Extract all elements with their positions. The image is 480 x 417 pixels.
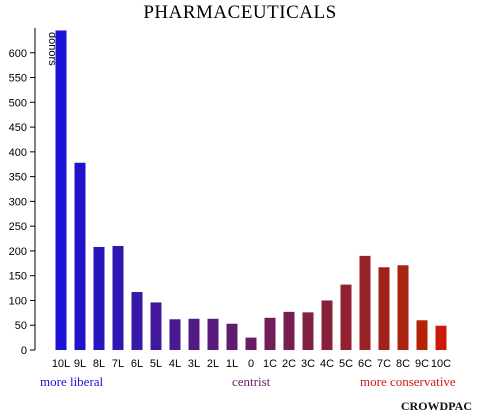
bar-3L [188,318,200,350]
y-tick-label-450: 450 [9,122,27,134]
y-tick-label-50: 50 [15,320,27,332]
x-tick-label-2L: 2L [207,358,219,370]
bar-0 [245,337,257,350]
x-tick-label-9C: 9C [415,358,429,370]
x-tick-label-5C: 5C [339,358,353,370]
x-tick-label-7L: 7L [112,358,124,370]
x-tick-label-9L: 9L [74,358,86,370]
x-tick-label-7C: 7C [377,358,391,370]
x-tick-label-3L: 3L [188,358,200,370]
annotation-more-conservative: more conservative [360,374,456,389]
bar-7C [378,267,390,350]
bar-4C [321,300,333,350]
y-tick-label-0: 0 [21,345,27,357]
bar-1L [226,323,238,350]
y-tick-label-550: 550 [9,73,27,85]
x-tick-label-1C: 1C [263,358,277,370]
bar-2C [283,311,295,350]
bar-8C [397,265,409,350]
x-tick-label-3C: 3C [301,358,315,370]
x-tick-label-4L: 4L [169,358,181,370]
bar-6L [131,292,143,350]
bar-5C [340,284,352,350]
x-tick-label-6C: 6C [358,358,372,370]
bar-10L [55,30,67,350]
x-tick-label-2C: 2C [282,358,296,370]
x-tick-label-10L: 10L [52,358,70,370]
annotation-centrist: centrist [232,374,271,389]
bar-9C [416,320,428,350]
y-tick-label-300: 300 [9,196,27,208]
bar-9L [74,162,86,350]
bar-1C [264,317,276,350]
y-tick-label-150: 150 [9,271,27,283]
y-tick-label-100: 100 [9,295,27,307]
brand-logo: CROWDPAC [400,399,472,413]
bar-8L [93,246,105,350]
x-tick-label-5L: 5L [150,358,162,370]
bar-3C [302,312,314,350]
x-tick-label-0: 0 [248,358,254,370]
y-tick-label-250: 250 [9,221,27,233]
x-tick-label-10C: 10C [431,358,451,370]
x-tick-label-8C: 8C [396,358,410,370]
y-tick-label-600: 600 [9,48,27,60]
x-tick-label-8L: 8L [93,358,105,370]
chart-title: PHARMACEUTICALS [143,2,337,23]
x-tick-label-6L: 6L [131,358,143,370]
bar-7L [112,245,124,350]
bar-10C [435,325,447,350]
bar-4L [169,319,181,350]
y-axis-label: donors [46,32,58,66]
annotation-more-liberal: more liberal [40,374,104,389]
y-tick-label-350: 350 [9,172,27,184]
x-tick-label-1L: 1L [226,358,238,370]
y-tick-label-200: 200 [9,246,27,258]
bar-2L [207,318,219,350]
bar-5L [150,302,162,350]
y-tick-label-500: 500 [9,97,27,109]
bar-6C [359,255,371,350]
y-tick-label-400: 400 [9,147,27,159]
x-tick-label-4C: 4C [320,358,334,370]
